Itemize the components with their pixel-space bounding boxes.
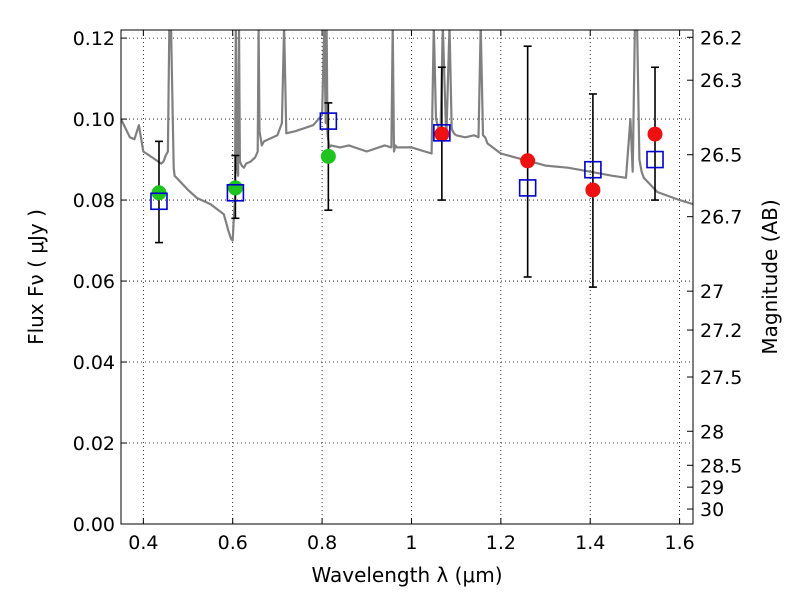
y-tick-label: 0.02 bbox=[73, 433, 115, 455]
right-tick-label: 28.5 bbox=[700, 455, 742, 477]
x-axis-label: Wavelength λ (μm) bbox=[311, 563, 502, 587]
marker-layer bbox=[150, 112, 664, 211]
x-tick-label: 1.4 bbox=[575, 532, 605, 554]
right-tick-label: 27 bbox=[700, 281, 724, 303]
right-tick-label: 26.5 bbox=[700, 145, 742, 167]
x-tick-label: 0.6 bbox=[218, 532, 248, 554]
y-tick-label: 0.06 bbox=[73, 271, 115, 293]
model-synthetic-flux-point bbox=[584, 160, 602, 179]
y-tick-label: 0.00 bbox=[73, 514, 115, 536]
right-tick-label: 26.2 bbox=[700, 27, 742, 49]
right-axis-label: Magnitude (AB) bbox=[758, 199, 782, 354]
observed-flux-optical-point bbox=[320, 148, 336, 164]
y-tick-label: 0.12 bbox=[73, 28, 115, 50]
x-tick-label: 0.8 bbox=[307, 532, 337, 554]
y-axis-label: Flux Fν ( μJy ) bbox=[24, 209, 48, 345]
model-synthetic-flux-point bbox=[319, 112, 338, 130]
observed-flux-infrared-point bbox=[434, 126, 450, 142]
model-synthetic-flux-point bbox=[226, 183, 245, 202]
plot-area-background bbox=[121, 30, 693, 524]
observed-flux-optical-point bbox=[227, 180, 243, 196]
x-tick-label: 1.6 bbox=[664, 532, 694, 554]
right-tick-label: 26.3 bbox=[700, 70, 742, 92]
model-synthetic-flux-point bbox=[433, 124, 451, 142]
observed-flux-infrared-point bbox=[647, 126, 663, 142]
x-tick-label: 1 bbox=[405, 532, 417, 554]
right-tick-label: 30 bbox=[700, 499, 724, 521]
x-tick-label: 1.2 bbox=[486, 532, 516, 554]
observed-flux-infrared-point bbox=[585, 182, 601, 198]
right-tick-label: 29 bbox=[700, 477, 724, 499]
model-synthetic-flux-point bbox=[150, 192, 168, 211]
plot-frame bbox=[120, 29, 694, 525]
observed-flux-infrared-point bbox=[520, 153, 536, 169]
right-tick-label: 28 bbox=[700, 421, 724, 443]
y-tick-label: 0.08 bbox=[73, 190, 115, 212]
y-tick-label: 0.10 bbox=[73, 109, 115, 131]
right-tick-label: 27.5 bbox=[700, 367, 742, 389]
x-tick-label: 0.4 bbox=[128, 532, 158, 554]
tick-layer: 0.4 0.6 0.8 1 1.2 1.4 1.6 0.00 0.02 0.04 0.06 0.08 0… bbox=[73, 27, 743, 554]
y-tick-label: 0.04 bbox=[73, 352, 115, 374]
right-tick-label: 26.7 bbox=[700, 207, 742, 229]
right-tick-label: 27.2 bbox=[700, 320, 742, 342]
model-synthetic-flux-point bbox=[646, 150, 664, 169]
model-synthetic-flux-point bbox=[518, 179, 537, 197]
